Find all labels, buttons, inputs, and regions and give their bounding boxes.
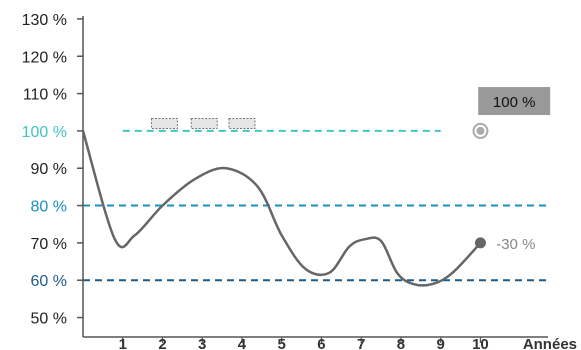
stamp-box	[150, 117, 178, 129]
stamp-box	[228, 117, 256, 129]
x-tick-label: 10	[472, 336, 489, 350]
x-tick-label: 7	[357, 336, 365, 350]
x-axis-label: Années	[523, 336, 577, 350]
y-tick-label: 110 %	[23, 87, 67, 104]
y-tick-label: 100 %	[22, 124, 67, 141]
x-tick-label: 1	[119, 336, 127, 350]
y-tick-label: 80 %	[31, 199, 67, 216]
x-tick-label: 4	[238, 336, 247, 350]
annotation-box	[478, 87, 551, 116]
y-tick-label: 90 %	[31, 161, 67, 178]
x-tick-label: 8	[397, 336, 405, 350]
series-line	[81, 129, 482, 287]
y-tick-label: 60 %	[31, 273, 67, 290]
annotation-label: -30 %	[496, 236, 535, 253]
y-tick-label: 50 %	[31, 311, 67, 328]
y-tick-label: 130 %	[22, 12, 67, 29]
x-tick-label: 3	[198, 336, 206, 350]
x-tick-label: 6	[317, 336, 325, 350]
y-tick-label: 70 %	[31, 236, 67, 253]
annotation-label: 100 %	[493, 94, 536, 111]
x-tick-label: 2	[158, 336, 166, 350]
stamp-box	[190, 117, 218, 129]
target-ring-center	[476, 126, 485, 135]
data-point-marker	[474, 237, 486, 249]
x-tick-label: 5	[278, 336, 286, 350]
x-tick-label: 9	[437, 336, 445, 350]
y-tick-label: 120 %	[22, 49, 67, 66]
